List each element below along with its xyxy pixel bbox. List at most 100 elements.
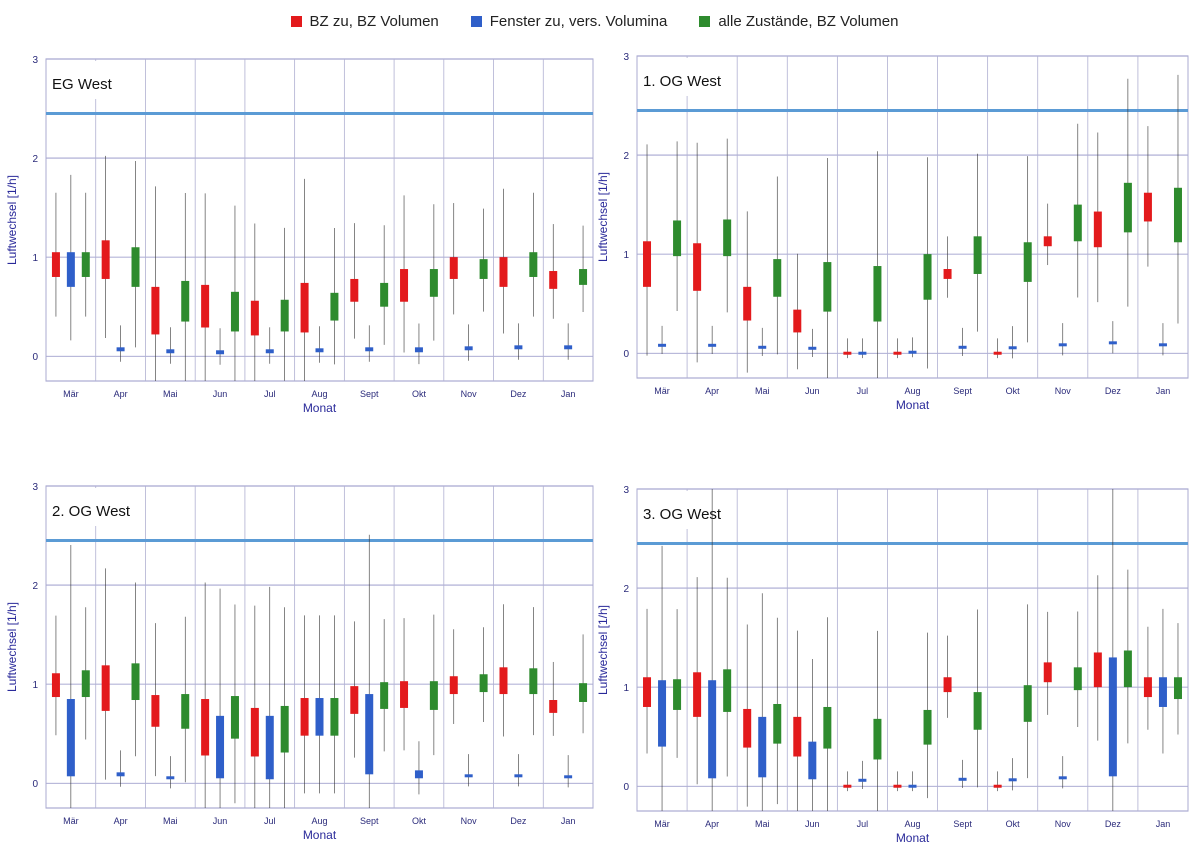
y-tick-label: 0 xyxy=(623,349,629,360)
box xyxy=(414,347,423,353)
legend-item-bz: BZ zu, BZ Volumen xyxy=(290,13,439,30)
y-tick-label: 2 xyxy=(623,584,629,595)
box xyxy=(579,683,588,702)
box xyxy=(1043,662,1052,683)
x-tick-label: Nov xyxy=(1055,386,1072,396)
box xyxy=(549,271,558,289)
box xyxy=(908,350,917,354)
box xyxy=(280,299,289,332)
x-tick-label: Okt xyxy=(412,389,427,399)
panel-title-bg xyxy=(47,61,143,99)
x-tick-label: Jul xyxy=(857,819,869,829)
box xyxy=(693,243,702,291)
box xyxy=(793,716,802,757)
plot-frame xyxy=(636,55,1189,379)
x-tick-label: Okt xyxy=(412,816,427,826)
box xyxy=(1108,657,1117,777)
x-tick-label: Jun xyxy=(805,386,820,396)
box xyxy=(893,351,902,355)
box xyxy=(793,309,802,333)
box xyxy=(400,681,409,708)
chart-panel: 0 1 2 3 3. OG West Mär Apr Mai Jun Jul Aug Sept Okt N… xyxy=(596,485,1189,845)
y-axis-label: Luftwechsel [1/h] xyxy=(5,602,19,692)
x-tick-label: Nov xyxy=(461,816,478,826)
box xyxy=(131,247,140,287)
box xyxy=(808,741,817,780)
box xyxy=(1123,182,1132,233)
box xyxy=(708,343,717,347)
box xyxy=(673,679,682,710)
x-tick-label: Jul xyxy=(264,389,276,399)
x-tick-label: Mai xyxy=(755,819,770,829)
box xyxy=(1173,187,1182,243)
x-tick-label: Mär xyxy=(63,816,79,826)
legend-swatch-green xyxy=(699,15,711,27)
box xyxy=(250,707,259,757)
box xyxy=(1008,346,1017,350)
box xyxy=(893,784,902,788)
x-tick-label: Mai xyxy=(163,389,178,399)
y-tick-label: 2 xyxy=(623,151,629,162)
x-tick-label: Okt xyxy=(1006,819,1021,829)
x-tick-label: Dez xyxy=(1105,819,1122,829)
legend-label: Fenster zu, vers. Volumina xyxy=(489,12,668,30)
box xyxy=(365,347,374,352)
box xyxy=(993,351,1002,355)
box xyxy=(66,699,75,777)
box xyxy=(1158,677,1167,707)
x-tick-label: Aug xyxy=(904,386,920,396)
y-tick-label: 1 xyxy=(32,253,38,264)
box xyxy=(51,252,60,277)
x-tick-label: Jul xyxy=(264,816,276,826)
x-tick-label: Sept xyxy=(953,819,972,829)
box xyxy=(1143,677,1152,698)
x-tick-label: Sept xyxy=(360,389,379,399)
box xyxy=(843,351,852,355)
panel-title: 3. OG West xyxy=(643,506,722,523)
box xyxy=(943,677,952,693)
box xyxy=(773,259,782,297)
box xyxy=(1158,343,1167,347)
x-axis-label: Monat xyxy=(896,398,930,412)
box xyxy=(758,716,767,778)
box xyxy=(1173,677,1182,700)
panel-title-bg xyxy=(47,488,143,526)
box xyxy=(265,715,274,780)
x-tick-label: Sept xyxy=(953,386,972,396)
x-tick-label: Sept xyxy=(360,816,379,826)
box xyxy=(908,784,917,788)
y-tick-label: 2 xyxy=(32,154,38,165)
box xyxy=(181,694,190,729)
x-tick-label: Dez xyxy=(1105,386,1122,396)
box xyxy=(658,343,667,347)
x-tick-label: Mär xyxy=(63,389,79,399)
x-tick-label: Okt xyxy=(1006,386,1021,396)
box xyxy=(230,696,239,739)
box xyxy=(66,252,75,287)
box xyxy=(429,681,438,710)
x-tick-label: Apr xyxy=(705,819,719,829)
box xyxy=(658,680,667,747)
box xyxy=(723,669,732,712)
box xyxy=(230,291,239,332)
x-tick-label: Jan xyxy=(561,389,576,399)
x-axis-label: Monat xyxy=(303,828,337,842)
y-tick-label: 1 xyxy=(623,250,629,261)
box xyxy=(166,776,175,780)
box xyxy=(380,682,389,709)
y-tick-label: 3 xyxy=(623,52,629,63)
x-tick-label: Aug xyxy=(311,816,327,826)
box xyxy=(315,698,324,736)
box xyxy=(873,266,882,322)
box xyxy=(250,300,259,336)
box xyxy=(201,284,210,328)
box xyxy=(1073,204,1082,242)
x-axis-label: Monat xyxy=(896,831,930,845)
panel-title: 1. OG West xyxy=(643,73,722,90)
legend-item-alle: alle Zustände, BZ Volumen xyxy=(699,13,898,30)
x-tick-label: Aug xyxy=(311,389,327,399)
box xyxy=(1073,667,1082,691)
chart-panel: 0 1 2 3 1. OG West Mär Apr Mai Jun Jul Aug Sept Okt N… xyxy=(596,52,1189,412)
legend-swatch-red xyxy=(290,15,302,27)
box xyxy=(993,784,1002,788)
